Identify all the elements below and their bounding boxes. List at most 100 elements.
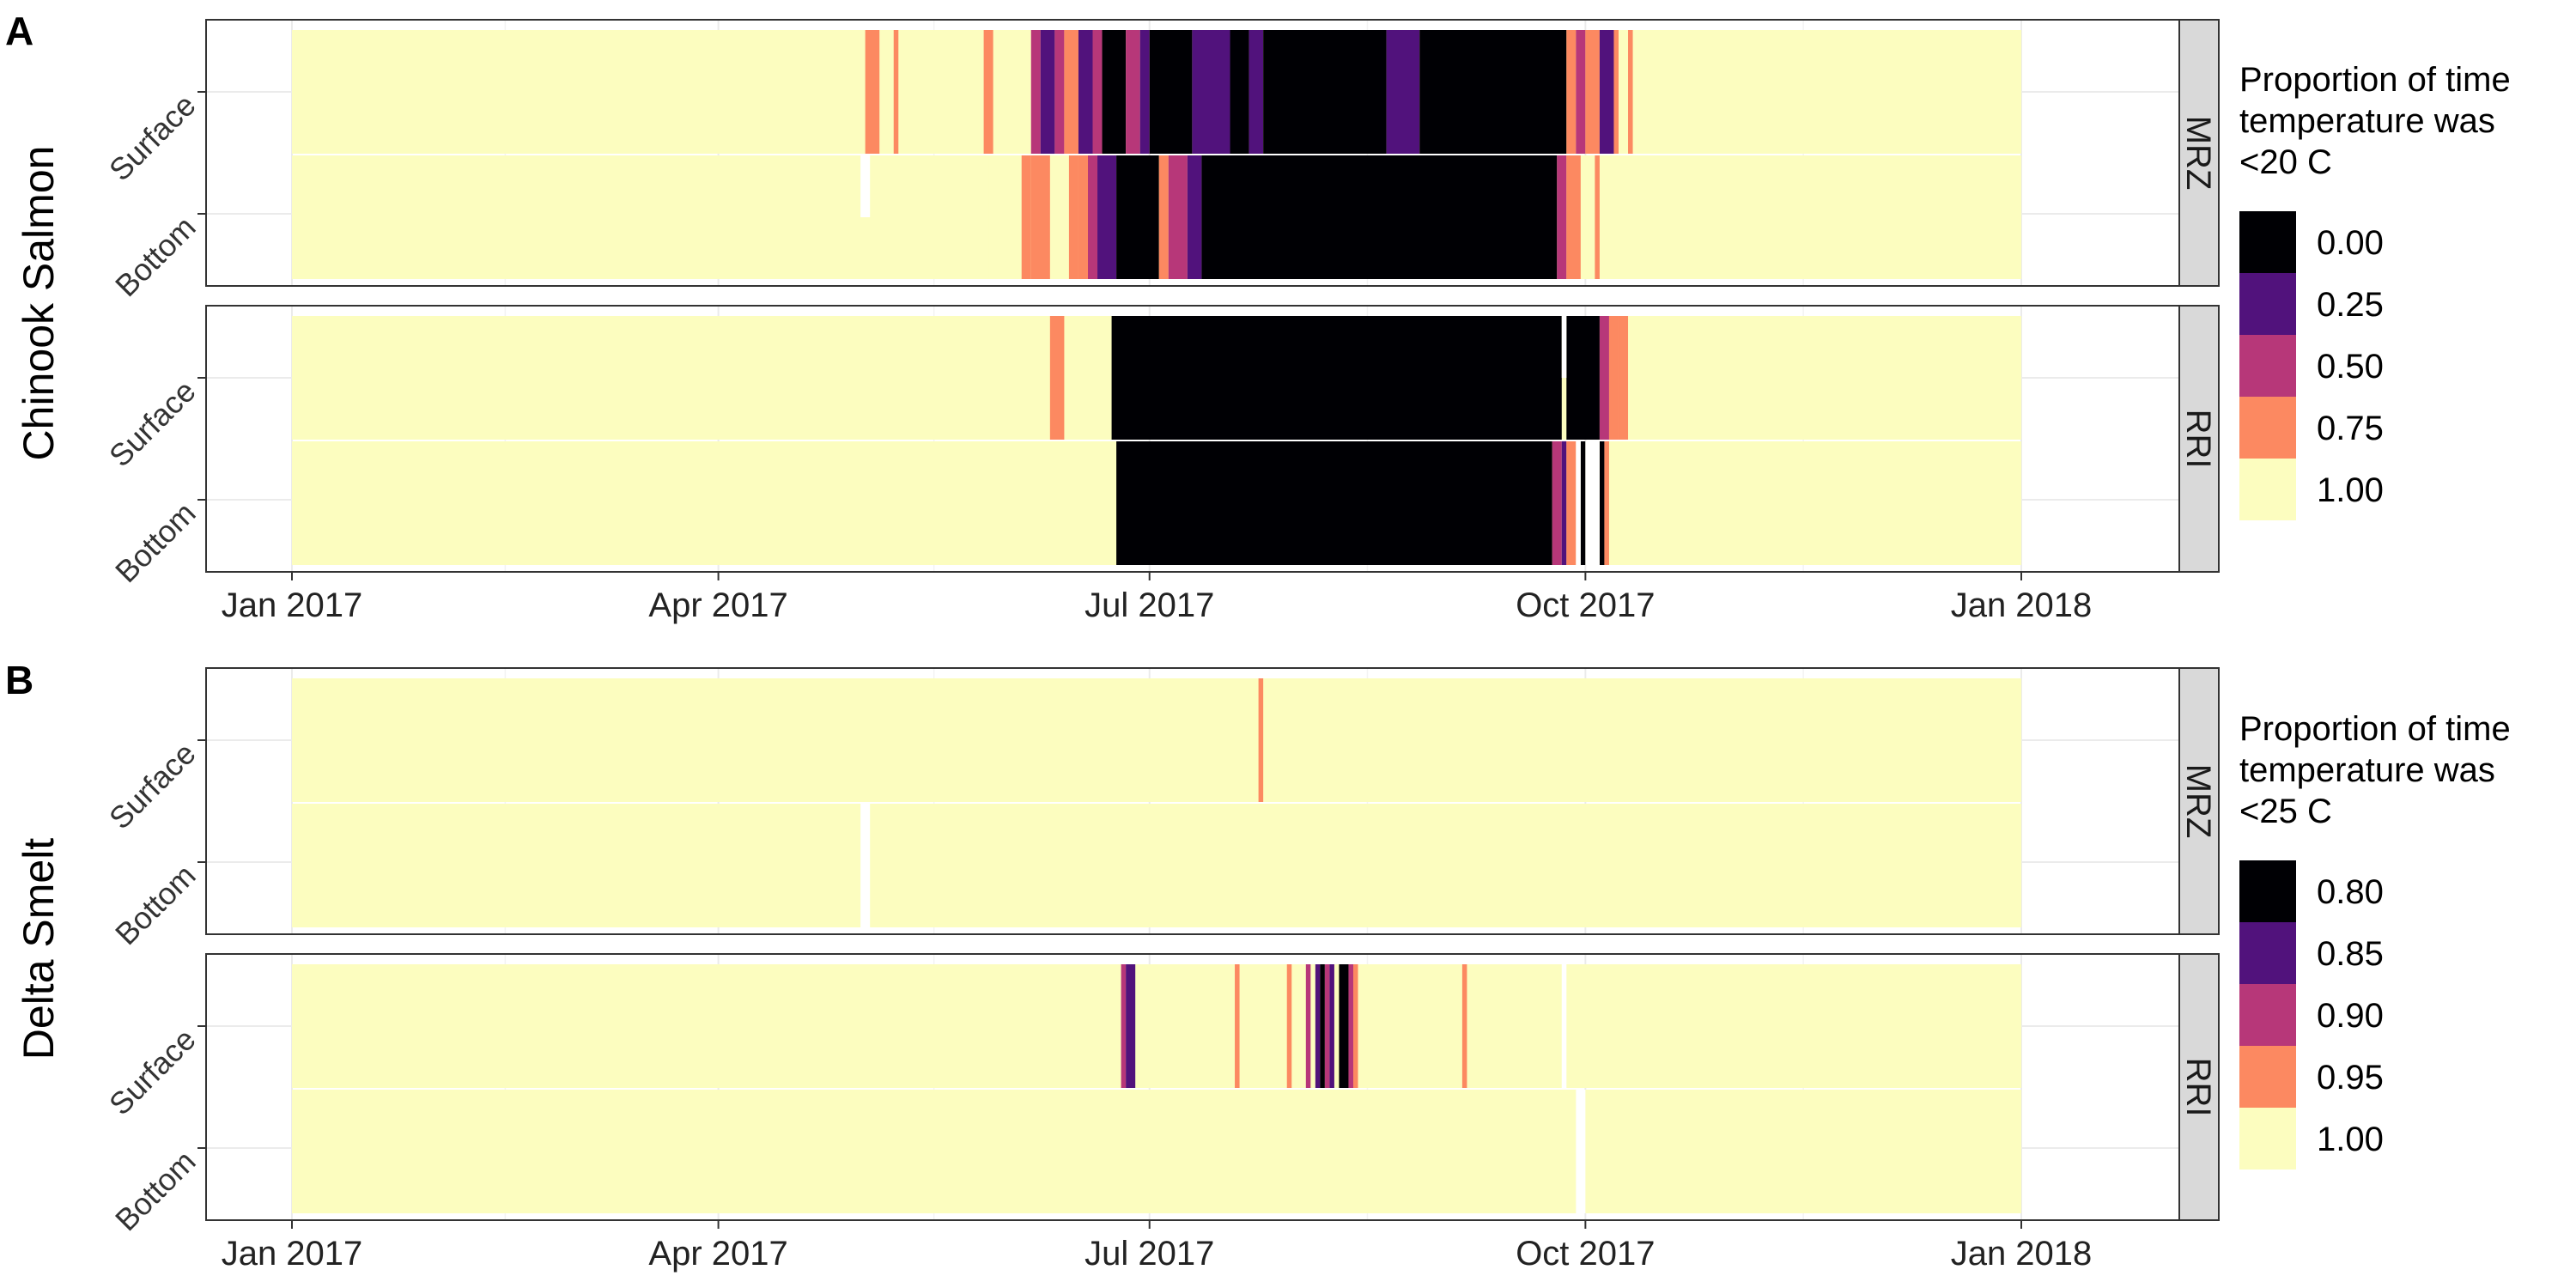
legend-title-line: <25 C — [2239, 793, 2332, 830]
heat-tile — [1102, 30, 1127, 154]
heat-tile — [1258, 678, 1264, 802]
missing-data-gap — [1561, 964, 1567, 1088]
y-tick-label: Bottom — [108, 210, 203, 304]
x-tick-label: Jul 2017 — [1084, 1235, 1214, 1273]
facet-strip — [2178, 667, 2220, 935]
heat-tile — [893, 30, 899, 154]
heat-tile — [1021, 155, 1031, 279]
heat-tile — [1030, 155, 1050, 279]
y-tick-label: Bottom — [108, 495, 203, 590]
x-tick-label: Jan 2017 — [222, 586, 363, 624]
heat-tile — [1561, 441, 1567, 565]
heat-tile — [1566, 155, 1581, 279]
facet-strip — [2178, 19, 2220, 287]
heat-tile — [1386, 30, 1420, 154]
x-tick-label: Jan 2018 — [1951, 1235, 2093, 1273]
heat-tile — [1235, 964, 1240, 1088]
heat-tile-background — [292, 1090, 2021, 1213]
missing-data-gap — [1585, 441, 1600, 565]
heat-tile — [1139, 30, 1150, 154]
x-tick-label: Jan 2017 — [222, 1235, 363, 1273]
legend-key — [2239, 922, 2296, 984]
x-tick-label: Jul 2017 — [1084, 586, 1214, 624]
legend-label: 0.85 — [2317, 935, 2384, 973]
heat-tile — [1320, 964, 1325, 1088]
heat-tile — [1566, 316, 1600, 440]
heat-tile — [1613, 30, 1619, 154]
legend-title-line: temperature was — [2239, 751, 2495, 789]
y-tick-label: Surface — [102, 374, 203, 474]
species-title: Delta Smelt — [15, 838, 63, 1060]
legend-title-line: <20 C — [2239, 143, 2332, 181]
heat-tile — [1187, 155, 1202, 279]
legend-label: 1.00 — [2317, 471, 2384, 509]
heat-tile — [1286, 964, 1292, 1088]
legend-key — [2239, 397, 2296, 459]
legend-title-line: Proportion of time — [2239, 61, 2511, 99]
heat-tile — [1068, 155, 1078, 279]
heat-tile — [1566, 441, 1577, 565]
heat-tile — [1604, 441, 1609, 565]
legend-label: 1.00 — [2317, 1121, 2384, 1158]
legend-key — [2239, 984, 2296, 1046]
heat-tile — [1030, 30, 1041, 154]
legend-label: 0.90 — [2317, 997, 2384, 1035]
heat-tile-background — [292, 804, 2021, 927]
heat-tile — [1126, 30, 1140, 154]
heat-tile — [1121, 964, 1127, 1088]
heat-tile — [1168, 155, 1188, 279]
missing-data-gap — [860, 804, 871, 927]
missing-data-gap — [860, 155, 871, 217]
legend-key — [2239, 335, 2296, 397]
x-tick-label: Apr 2017 — [648, 586, 787, 624]
legend-key — [2239, 273, 2296, 335]
facet-strip — [2178, 305, 2220, 573]
heat-tile — [1324, 964, 1330, 1088]
x-tick-label: Oct 2017 — [1516, 586, 1655, 624]
heat-tile — [1116, 441, 1552, 565]
facet-strip — [2178, 953, 2220, 1221]
heat-tile — [1585, 30, 1600, 154]
heat-tile — [1419, 30, 1567, 154]
heat-tile — [950, 30, 975, 154]
heat-tile — [1329, 964, 1334, 1088]
y-tick-label: Bottom — [108, 1144, 203, 1238]
y-tick-label: Surface — [102, 88, 203, 188]
heat-tile-background — [292, 964, 2021, 1088]
heat-tile — [1126, 964, 1136, 1088]
heat-tile — [983, 30, 993, 154]
missing-data-gap — [1561, 316, 1567, 378]
heat-tile — [1557, 155, 1567, 279]
legend-key — [2239, 211, 2296, 273]
heat-tile — [1305, 964, 1311, 1088]
legend-title-line: temperature was — [2239, 102, 2495, 140]
species-title: Chinook Salmon — [15, 146, 63, 461]
heat-tile — [1097, 155, 1117, 279]
legend-label: 0.95 — [2317, 1059, 2384, 1097]
heat-tile — [1263, 30, 1387, 154]
heat-tile — [1149, 30, 1193, 154]
facet-strip-label: RRI — [2179, 410, 2217, 469]
legend-label: 0.50 — [2317, 348, 2384, 386]
heat-tile — [1078, 30, 1093, 154]
heat-tile — [1461, 964, 1467, 1088]
legend-label: 0.00 — [2317, 224, 2384, 262]
heat-tile-background — [292, 678, 2021, 802]
facet-strip-label: MRZ — [2179, 116, 2217, 191]
heat-tile — [1608, 316, 1619, 440]
facet-strip-label: RRI — [2179, 1058, 2217, 1117]
legend-key — [2239, 860, 2296, 922]
heat-tile — [1111, 316, 1562, 440]
heat-tile — [1599, 316, 1609, 440]
heat-tile — [1087, 155, 1098, 279]
x-tick-label: Apr 2017 — [648, 1235, 787, 1273]
heat-tile — [865, 30, 880, 154]
legend-label: 0.80 — [2317, 873, 2384, 911]
heat-tile — [1576, 30, 1586, 154]
legend-key — [2239, 1108, 2296, 1170]
heat-tile — [1092, 30, 1103, 154]
heat-tile — [1552, 441, 1562, 565]
heat-tile — [1618, 316, 1629, 440]
heat-tile — [1230, 30, 1249, 154]
